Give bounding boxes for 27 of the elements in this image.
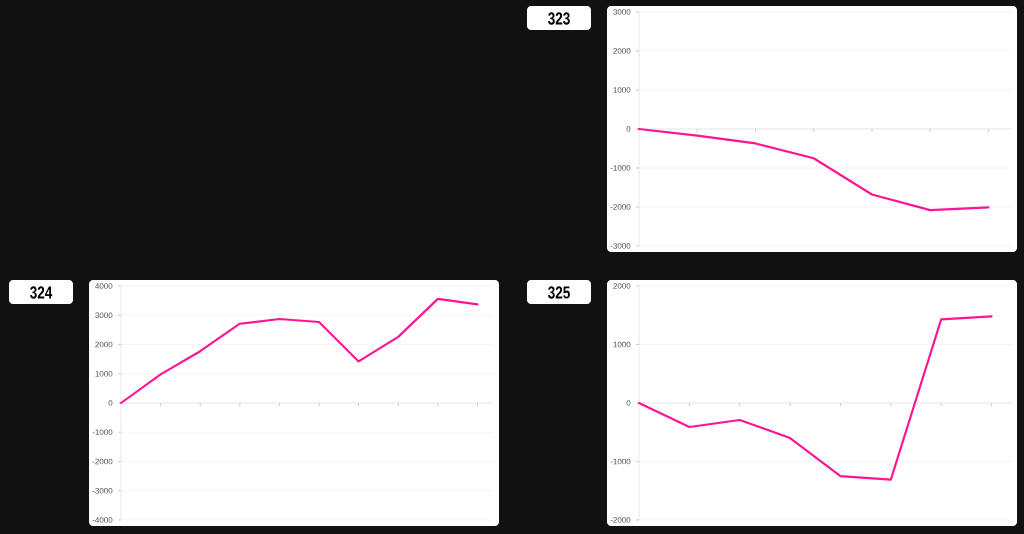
y-tick-label: -4000 [92,517,113,523]
y-tick-label: -2000 [610,517,631,523]
line-series [119,297,479,405]
y-tick-label: -3000 [610,243,631,249]
y-tick-label: 3000 [95,312,113,319]
y-tick-label: -2000 [610,204,631,210]
y-tick-label: 0 [108,400,113,406]
y-tick-label: -1000 [610,165,631,171]
y-tick-label: -3000 [92,487,113,494]
chart-title: 324 [30,286,53,299]
y-tick-label: 4000 [95,283,113,289]
y-tick-label: 2000 [95,341,113,348]
y-tick-label: 1000 [613,87,631,93]
y-tick-label: 1000 [95,370,113,377]
y-tick-label: 0 [626,126,631,132]
line-series [637,315,993,481]
y-tick-label: 1000 [613,341,631,348]
y-tick-label: 0 [626,400,631,406]
y-tick-label: 2000 [613,48,631,54]
chart-title: 325 [548,286,570,299]
chart-title: 323 [548,12,570,25]
y-tick-label: 3000 [613,9,631,15]
y-tick-label: 2000 [613,283,631,289]
y-tick-label: -1000 [610,458,631,465]
line-series [637,127,990,212]
y-tick-label: -2000 [92,458,113,465]
y-tick-label: -1000 [92,429,113,436]
